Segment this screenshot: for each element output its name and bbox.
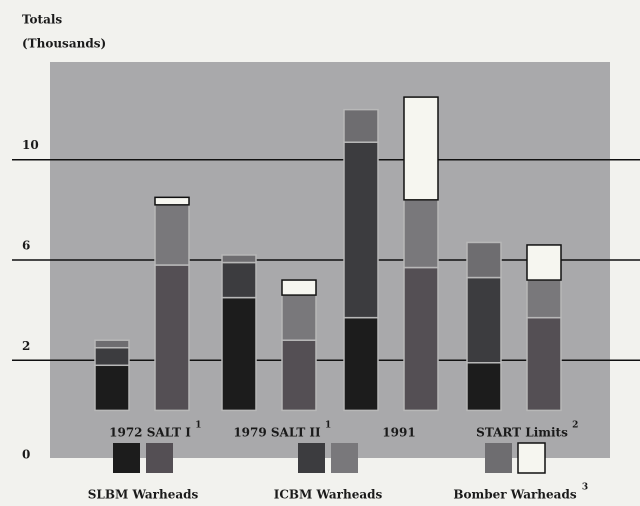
bar-segment <box>94 346 130 367</box>
bar-segment <box>526 316 562 412</box>
bar-segment <box>466 241 502 279</box>
y-tick-label: 0 <box>22 448 30 462</box>
chart-subtitle: (Thousands) <box>22 37 106 51</box>
x-tick-label: 1991 <box>382 426 415 440</box>
bar-segment <box>281 279 317 296</box>
bar-segment <box>154 264 190 412</box>
legend-label: SLBM Warheads <box>88 488 199 502</box>
legend-swatch <box>331 443 358 473</box>
bar-segment <box>281 294 317 341</box>
footnote: 3 <box>582 483 588 493</box>
bar-segment <box>343 316 379 412</box>
legend-swatch <box>298 443 325 473</box>
bar-segment <box>466 276 502 364</box>
legend-swatch <box>485 443 512 473</box>
bar-segment <box>343 108 379 143</box>
legend-swatch <box>113 443 140 473</box>
x-tick-label: 1979 SALT II <box>233 426 321 440</box>
y-tick-label: 10 <box>22 138 39 152</box>
bar-segment <box>403 96 439 201</box>
bar-segment <box>526 279 562 319</box>
legend-swatch <box>146 443 173 473</box>
bar-segment <box>343 141 379 319</box>
footnote: 1 <box>325 421 331 431</box>
bar-segment <box>281 339 317 412</box>
bar-segment <box>526 244 562 281</box>
legend-label: Bomber Warheads <box>453 488 576 502</box>
bar-segment <box>221 296 257 412</box>
y-tick-label: 2 <box>22 339 30 353</box>
bar-segment <box>466 362 502 412</box>
y-tick-label: 6 <box>22 239 30 253</box>
bar-segment <box>94 339 130 349</box>
bar-segment <box>221 254 257 264</box>
bar-segment <box>154 204 190 266</box>
legend-label: ICBM Warheads <box>274 488 383 502</box>
bar-segment <box>403 199 439 269</box>
bar-segment <box>403 266 439 412</box>
chart-title: Totals <box>22 13 62 27</box>
bar-segment <box>154 196 190 206</box>
legend-swatch <box>517 442 546 474</box>
footnote: 1 <box>195 421 201 431</box>
bar-segment <box>221 261 257 299</box>
x-tick-label: 1972 SALT I <box>109 426 191 440</box>
x-tick-label: START Limits <box>476 426 568 440</box>
footnote: 2 <box>572 421 578 431</box>
bar-segment <box>94 364 130 412</box>
